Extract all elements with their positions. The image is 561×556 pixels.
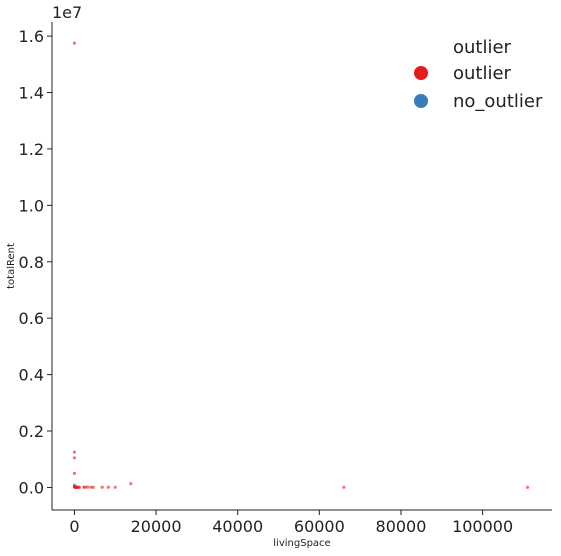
data-point — [129, 482, 133, 486]
y-axis-offset-label: 1e7 — [52, 3, 82, 22]
data-point — [72, 456, 77, 460]
x-tick-label: 40000 — [212, 517, 263, 536]
x-tick-label: 100000 — [452, 517, 513, 536]
legend: outlier outlier no_outlier — [414, 37, 543, 112]
data-point — [72, 471, 77, 475]
data-point — [77, 485, 81, 489]
plot-area — [72, 41, 530, 489]
data-point — [91, 485, 95, 489]
y-tick-label: 0.2 — [19, 422, 44, 441]
y-tick-label: 1.4 — [19, 84, 44, 103]
legend-entries: outlier no_outlier — [414, 63, 543, 112]
x-tick-label: 0 — [69, 517, 79, 536]
y-axis-ticks: 0.0 0.2 0.4 0.6 0.8 1.0 1.2 1.4 1.6 — [19, 27, 52, 497]
y-tick-label: 0.6 — [19, 309, 44, 328]
data-point — [100, 485, 104, 489]
data-point — [525, 485, 530, 489]
data-point — [83, 485, 87, 489]
y-axis-title: totalRent — [6, 243, 17, 289]
data-point — [85, 485, 90, 489]
legend-marker — [414, 94, 428, 108]
y-tick-label: 1.0 — [19, 196, 44, 215]
x-tick-label: 60000 — [294, 517, 345, 536]
y-tick-label: 0.8 — [19, 253, 44, 272]
data-point — [72, 41, 77, 45]
data-point — [72, 450, 77, 454]
y-tick-label: 1.2 — [19, 140, 44, 159]
legend-label: outlier — [453, 63, 512, 84]
data-point — [106, 485, 110, 489]
legend-marker — [414, 66, 428, 80]
legend-label: no_outlier — [453, 91, 543, 112]
x-tick-label: 80000 — [376, 517, 427, 536]
y-tick-label: 0.4 — [19, 366, 44, 385]
data-point — [342, 485, 346, 489]
x-tick-label: 20000 — [131, 517, 182, 536]
x-axis-ticks: 0 20000 40000 60000 80000 100000 — [69, 510, 513, 536]
data-point — [113, 485, 117, 489]
legend-title: outlier — [453, 37, 512, 58]
y-tick-label: 0.0 — [19, 478, 44, 497]
data-point — [89, 485, 93, 489]
y-tick-label: 1.6 — [19, 27, 44, 46]
x-axis-title: livingSpace — [273, 538, 330, 549]
